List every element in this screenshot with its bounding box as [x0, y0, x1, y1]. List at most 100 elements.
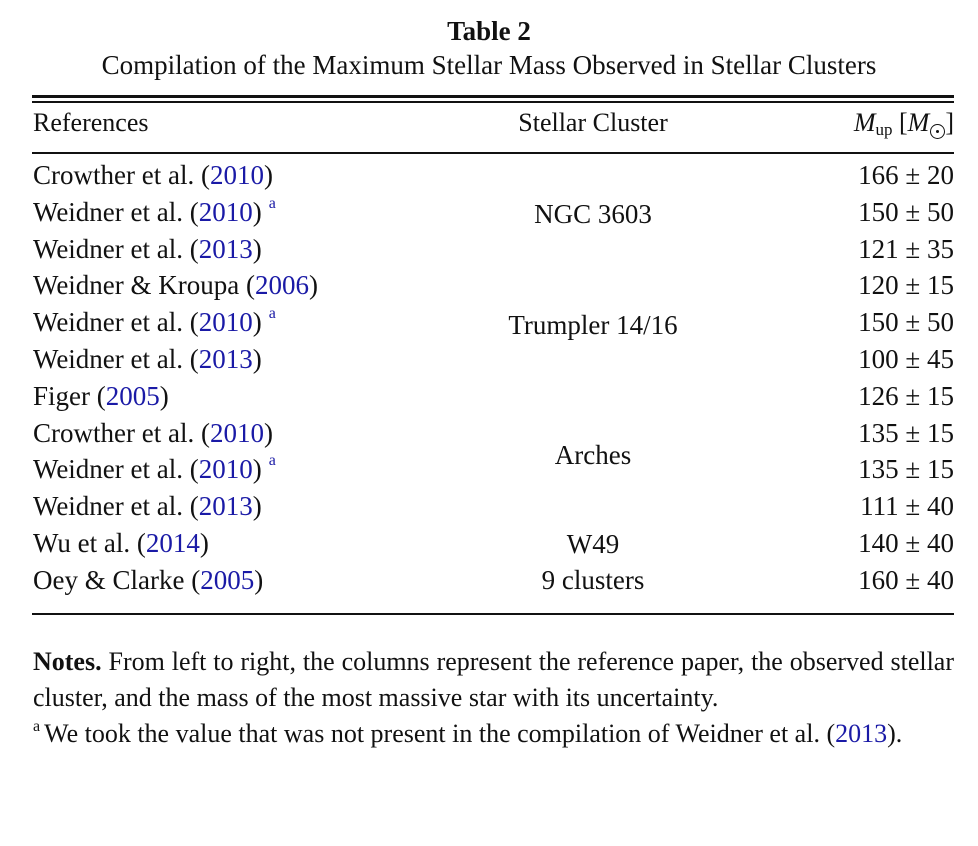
reference-author: Wu et al. (	[33, 528, 146, 558]
reference-year-link[interactable]: 2014	[145, 528, 200, 558]
reference-author: Weidner & Kroupa (	[33, 270, 255, 301]
cluster-w49: W49	[566, 529, 620, 559]
footnote-close: ).	[887, 719, 903, 748]
cluster-arches: Arches	[554, 440, 632, 470]
unit-close: ]	[945, 108, 954, 137]
reference-cell: Oey & Clarke (2005)	[33, 565, 263, 596]
mass-value: 135 ± 15	[858, 454, 954, 485]
table-row: Weidner et al. (2010) a 150 ± 50	[0, 305, 978, 344]
notes-label: Notes.	[33, 647, 102, 676]
reference-author: Weidner et al. (	[33, 454, 199, 485]
mass-value: 121 ± 35	[858, 233, 954, 264]
reference-cell: Crowther et al. (2010)	[33, 418, 273, 449]
reference-close: )	[263, 417, 273, 448]
top-rule	[32, 95, 954, 98]
unit-open: [	[898, 108, 908, 137]
reference-year-link[interactable]: 2010	[198, 307, 253, 338]
table-label: Table 2	[447, 16, 531, 46]
header-mass: Mup [M]	[854, 108, 954, 140]
table-notes: Notes. From left to right, the columns r…	[33, 644, 954, 756]
table-row: Weidner et al. (2010) a 150 ± 50	[0, 194, 978, 234]
reference-year-link[interactable]: 2006	[255, 270, 309, 301]
table-row: Weidner & Kroupa (2006) 120 ± 15	[0, 270, 978, 307]
reference-year-link[interactable]: 2013	[198, 491, 253, 522]
reference-close: )	[159, 380, 169, 411]
reference-cell: Weidner et al. (2010) a	[33, 452, 276, 485]
mass-value: 120 ± 15	[858, 270, 954, 301]
table-row: Weidner et al. (2013) 111 ± 40	[0, 491, 978, 528]
bottom-rule	[32, 613, 954, 615]
reference-year-link[interactable]: 2005	[200, 564, 255, 595]
reference-close: )	[252, 196, 262, 227]
header-references: References	[33, 108, 149, 137]
cluster-9-clusters: 9 clusters	[541, 565, 645, 595]
reference-close: )	[199, 528, 209, 558]
reference-cell: Weidner et al. (2013)	[33, 491, 262, 522]
table-row: Figer (2005) 126 ± 15	[0, 381, 978, 418]
mass-value: 150 ± 50	[858, 196, 954, 227]
reference-year-link[interactable]: 2010	[198, 196, 253, 227]
reference-close: )	[252, 491, 262, 522]
reference-author: Crowther et al. (	[33, 417, 210, 448]
reference-close: )	[309, 270, 318, 301]
footnote-citation-link[interactable]: 2013	[835, 719, 888, 748]
reference-author: Weidner et al. (	[33, 344, 199, 374]
cluster-ngc-3603: NGC 3603	[534, 199, 652, 229]
table-title: Compilation of the Maximum Stellar Mass …	[101, 50, 877, 80]
reference-author: Figer (	[33, 380, 106, 411]
table-row: Crowther et al. (2010) 135 ± 15	[0, 418, 978, 455]
reference-author: Weidner et al. (	[33, 491, 199, 522]
reference-author: Crowther et al. (	[33, 160, 210, 190]
cluster-trumpler: Trumpler 14/16	[508, 310, 678, 340]
table-row: Weidner et al. (2013) 100 ± 45	[0, 344, 978, 381]
reference-cell: Weidner & Kroupa (2006)	[33, 270, 318, 301]
reference-cell: Weidner et al. (2013)	[33, 234, 262, 265]
reference-year-link[interactable]: 2013	[198, 344, 253, 374]
reference-cell: Wu et al. (2014)	[33, 528, 209, 559]
unit-symbol: M	[907, 108, 930, 137]
footnote-marker-link[interactable]: a	[268, 305, 276, 323]
footnote-text: We took the value that was not present i…	[44, 719, 836, 748]
reference-year-link[interactable]: 2010	[198, 454, 253, 485]
reference-year-link[interactable]: 2005	[105, 380, 160, 411]
top-rule-inner	[32, 101, 954, 103]
reference-year-link[interactable]: 2010	[209, 417, 264, 448]
mass-value: 166 ± 20	[858, 160, 954, 190]
reference-close: )	[252, 233, 262, 264]
header-stellar-cluster: Stellar Cluster	[518, 108, 668, 137]
reference-cell: Weidner et al. (2010) a	[33, 305, 276, 338]
header-rule	[32, 152, 954, 154]
reference-author: Weidner et al. (	[33, 233, 199, 264]
mass-value: 150 ± 50	[858, 307, 954, 338]
table-row: Crowther et al. (2010) 166 ± 20	[0, 160, 978, 197]
mass-value: 140 ± 40	[858, 528, 954, 558]
footnote-marker-link[interactable]: a	[268, 452, 276, 470]
reference-year-link[interactable]: 2010	[209, 160, 264, 190]
footnote-marker-link[interactable]: a	[268, 194, 276, 212]
mass-value: 126 ± 15	[858, 380, 954, 411]
table-row: Oey & Clarke (2005) 160 ± 40	[0, 565, 978, 602]
reference-close: )	[263, 160, 273, 190]
mass-subscript: up	[875, 120, 893, 139]
reference-cell: Weidner et al. (2013)	[33, 344, 262, 375]
mass-value: 100 ± 45	[858, 344, 954, 374]
mass-value: 111 ± 40	[860, 491, 954, 522]
table-row: Wu et al. (2014) 140 ± 40	[0, 528, 978, 565]
reference-author: Weidner et al. (	[33, 307, 199, 338]
reference-close: )	[252, 454, 262, 485]
reference-year-link[interactable]: 2013	[198, 233, 253, 264]
reference-author: Weidner et al. (	[33, 196, 199, 227]
sun-symbol-icon	[930, 124, 946, 139]
footnote-mark: a	[33, 718, 41, 735]
reference-close: )	[252, 344, 262, 374]
reference-close: )	[252, 307, 262, 338]
reference-author: Oey & Clarke (	[33, 564, 201, 595]
mass-symbol: M	[853, 108, 876, 137]
reference-cell: Crowther et al. (2010)	[33, 160, 273, 191]
reference-cell: Weidner et al. (2010) a	[33, 194, 276, 228]
table-row: Weidner et al. (2013) 121 ± 35	[0, 234, 978, 271]
reference-cell: Figer (2005)	[33, 381, 169, 412]
mass-value: 135 ± 15	[858, 417, 954, 448]
table-row: Weidner et al. (2010) a 135 ± 15	[0, 452, 978, 491]
reference-close: )	[254, 564, 264, 595]
